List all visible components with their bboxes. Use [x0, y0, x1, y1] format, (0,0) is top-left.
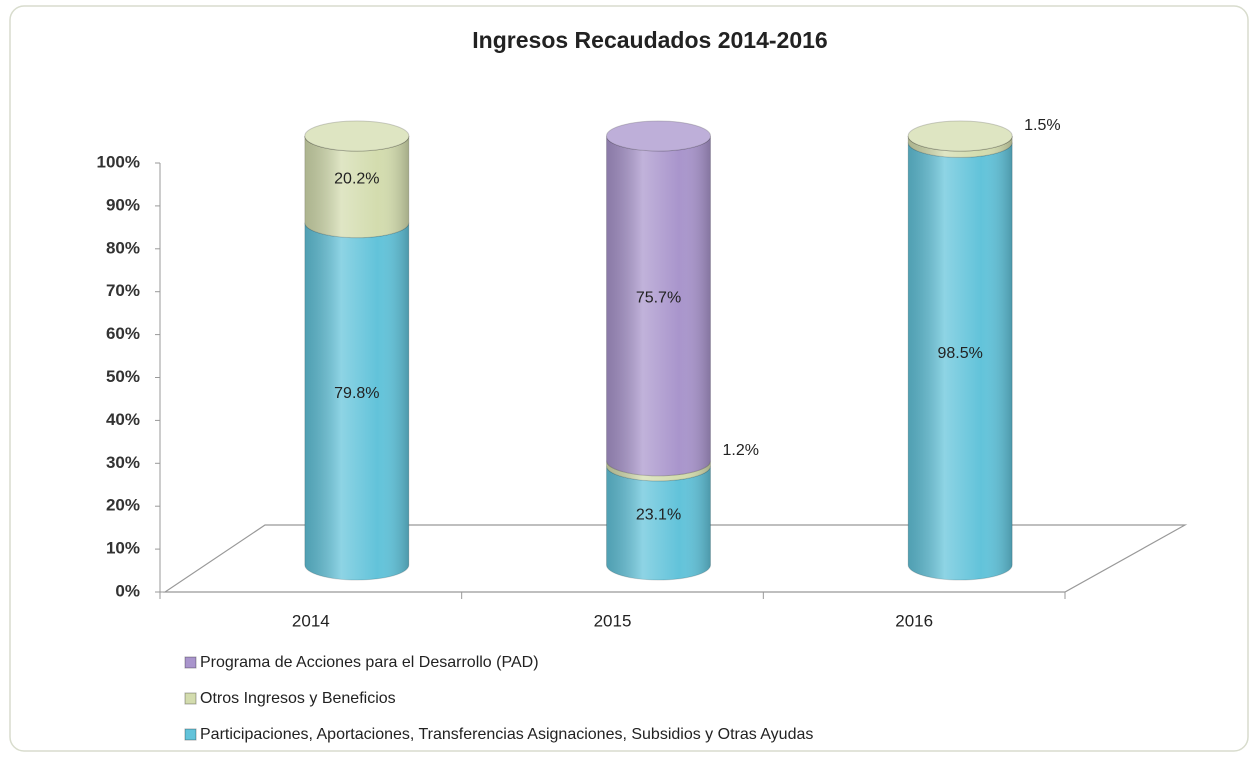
y-tick-label: 30%	[106, 453, 140, 472]
legend-label: Participaciones, Aportaciones, Transfere…	[200, 726, 813, 743]
shading	[908, 142, 1013, 580]
data-label: 1.2%	[723, 442, 759, 459]
cap-highlight	[908, 121, 1013, 151]
shading	[606, 465, 711, 580]
y-tick-label: 10%	[106, 539, 140, 558]
shading	[304, 222, 409, 580]
y-tick-label: 70%	[106, 281, 140, 300]
y-tick-label: 40%	[106, 410, 140, 429]
data-label: 75.7%	[636, 290, 681, 307]
data-label: 23.1%	[636, 507, 681, 524]
plot: 0% 10% 20% 30% 40% 50% 60% 70% 80% 90% 100% 2014 79.…	[97, 117, 1066, 743]
legend-label: Otros Ingresos y Beneficios	[200, 690, 396, 707]
cap-highlight	[304, 121, 409, 151]
shading	[908, 136, 1013, 158]
cylinder-cap	[304, 120, 410, 152]
y-tick-label: 90%	[106, 195, 140, 214]
y-tick-label: 100%	[97, 152, 140, 171]
cylinder-segment	[907, 135, 1013, 152]
legend-swatch	[184, 656, 197, 669]
x-tick-label: 2015	[594, 611, 632, 630]
data-label: 1.5%	[1024, 117, 1060, 134]
shading	[606, 136, 711, 476]
chart-title: Ingresos Recaudados 2014-2016	[472, 27, 827, 53]
y-tick-label: 0%	[115, 581, 140, 600]
y-tick-label: 50%	[106, 367, 140, 386]
data-label: 98.5%	[937, 345, 982, 362]
y-tick-label: 80%	[106, 238, 140, 257]
data-label: 20.2%	[334, 171, 379, 188]
shading	[606, 460, 711, 481]
x-tick-label: 2016	[895, 611, 933, 630]
cap-highlight	[606, 121, 711, 151]
cylinder-cap	[606, 120, 711, 152]
x-tick-label: 2014	[292, 611, 330, 630]
cylinder-cap	[907, 120, 1013, 152]
legend-swatch	[184, 692, 197, 705]
legend-label: Programa de Acciones para el Desarrollo …	[200, 654, 539, 671]
y-tick-label: 20%	[106, 496, 140, 515]
shading	[304, 136, 409, 238]
legend-swatch	[184, 728, 197, 741]
y-tick-label: 60%	[106, 324, 140, 343]
data-label: 79.8%	[334, 385, 379, 402]
